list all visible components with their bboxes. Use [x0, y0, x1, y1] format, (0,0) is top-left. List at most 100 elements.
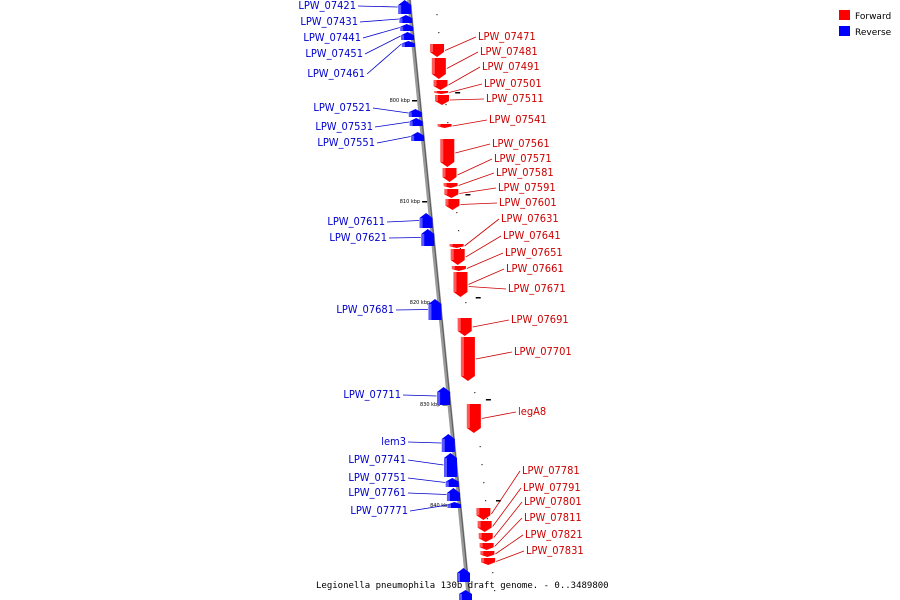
gene-leader-line [402, 394, 437, 397]
reverse-gene-arrow[interactable] [399, 15, 413, 23]
reverse-gene-label[interactable]: LPW_07711 [343, 388, 401, 401]
forward-gene-arrow[interactable] [442, 168, 457, 182]
reverse-gene-label[interactable]: LPW_07531 [315, 120, 373, 133]
forward-gene-arrow[interactable] [431, 58, 446, 79]
forward-gene-label[interactable]: LPW_07491 [482, 60, 540, 73]
reverse-gene-label[interactable]: LPW_07461 [307, 67, 365, 80]
forward-gene-arrow[interactable] [434, 91, 449, 94]
kbp-dash [412, 100, 417, 102]
reverse-gene-label[interactable]: LPW_07431 [300, 15, 358, 28]
reverse-gene-arrow[interactable] [445, 478, 459, 487]
forward-gene-label[interactable]: LPW_07481 [480, 45, 538, 58]
legend-label-reverse: Reverse [855, 28, 892, 38]
reverse-gene-label[interactable]: LPW_07611 [327, 215, 385, 228]
reverse-gene-arrow[interactable] [398, 0, 412, 14]
tick-dot [456, 212, 458, 214]
reverse-gene-arrow[interactable] [400, 24, 414, 31]
tick-dot [486, 518, 488, 520]
reverse-gene-label[interactable]: lem3 [381, 435, 406, 448]
forward-gene-arrow[interactable] [449, 244, 464, 248]
reverse-gene-label[interactable]: LPW_07451 [305, 47, 363, 60]
reverse-gene-arrow[interactable] [448, 502, 461, 508]
forward-gene-label[interactable]: legA8 [518, 405, 546, 418]
tick-dot [445, 104, 447, 106]
gene-leader-line [446, 51, 479, 69]
reverse-gene-arrow[interactable] [437, 387, 451, 405]
gene-leader-line [395, 309, 428, 311]
forward-gene-label[interactable]: LPW_07791 [523, 481, 581, 494]
reverse-gene-label[interactable]: LPW_07751 [348, 471, 406, 484]
reverse-gene-arrow[interactable] [428, 299, 442, 320]
forward-gene-label[interactable]: LPW_07541 [489, 113, 547, 126]
forward-gene-arrow[interactable] [480, 551, 495, 557]
reverse-gene-arrow[interactable] [444, 453, 457, 477]
gene-leader-line [481, 411, 517, 419]
reverse-gene-label[interactable]: LPW_07441 [303, 31, 361, 44]
reverse-gene-arrow[interactable] [446, 488, 460, 501]
forward-gene-arrow[interactable] [477, 521, 492, 532]
forward-gene-arrow[interactable] [445, 199, 460, 210]
forward-gene-arrow[interactable] [460, 337, 475, 381]
forward-gene-arrow[interactable] [444, 189, 459, 198]
forward-gene-arrow[interactable] [476, 508, 491, 520]
forward-gene-arrow[interactable] [437, 124, 452, 128]
reverse-gene-arrow[interactable] [401, 41, 415, 47]
forward-gene-label[interactable]: LPW_07701 [514, 345, 572, 358]
forward-gene-label[interactable]: LPW_07591 [498, 181, 556, 194]
forward-gene-label[interactable]: LPW_07801 [524, 495, 582, 508]
forward-gene-label[interactable]: LPW_07471 [478, 30, 536, 43]
forward-gene-label[interactable]: LPW_07631 [501, 212, 559, 225]
forward-gene-label[interactable]: LPW_07581 [496, 166, 554, 179]
forward-gene-label[interactable]: LPW_07641 [503, 229, 561, 242]
forward-gene-arrow[interactable] [435, 95, 449, 105]
reverse-gene-label[interactable]: LPW_07681 [336, 303, 394, 316]
forward-gene-arrow[interactable] [430, 44, 445, 57]
reverse-gene-label[interactable]: LPW_07771 [350, 504, 408, 517]
reverse-gene-label[interactable]: LPW_07551 [317, 136, 375, 149]
reverse-gene-arrow[interactable] [419, 213, 433, 228]
forward-gene-arrow[interactable] [479, 543, 494, 550]
reverse-gene-label[interactable]: LPW_07521 [313, 101, 371, 114]
gene-leader-line [372, 107, 409, 114]
forward-gene-arrow[interactable] [466, 404, 481, 433]
reverse-gene-arrow[interactable] [401, 32, 415, 40]
forward-gene-arrow[interactable] [453, 272, 468, 297]
reverse-gene-arrow[interactable] [421, 229, 435, 246]
forward-gene-arrow[interactable] [433, 80, 448, 90]
forward-gene-label[interactable]: LPW_07651 [505, 246, 563, 259]
reverse-gene-arrow[interactable] [441, 434, 455, 452]
reverse-gene-arrow[interactable] [409, 118, 423, 126]
tick-dot [458, 230, 460, 232]
forward-gene-label[interactable]: LPW_07811 [524, 511, 582, 524]
forward-gene-label[interactable]: LPW_07781 [522, 464, 580, 477]
tick-dot [436, 14, 438, 16]
forward-gene-label[interactable]: LPW_07501 [484, 77, 542, 90]
reverse-gene-arrow[interactable] [411, 132, 425, 141]
forward-gene-arrow[interactable] [478, 533, 493, 542]
reverse-gene-label[interactable]: LPW_07761 [348, 486, 406, 499]
gene-leader-line [388, 237, 421, 239]
reverse-gene-label[interactable]: LPW_07621 [329, 231, 387, 244]
forward-gene-label[interactable]: LPW_07561 [492, 137, 550, 150]
reverse-gene-label[interactable]: LPW_07741 [348, 453, 406, 466]
forward-gene-label[interactable]: LPW_07831 [526, 544, 584, 557]
reverse-gene-arrow[interactable] [457, 568, 470, 582]
reverse-gene-label[interactable]: LPW_07421 [298, 0, 356, 12]
forward-gene-arrow[interactable] [451, 266, 466, 271]
forward-gene-label[interactable]: LPW_07691 [511, 313, 569, 326]
gene-leader-line [455, 143, 491, 154]
forward-gene-arrow[interactable] [450, 249, 465, 265]
forward-gene-arrow[interactable] [440, 139, 455, 167]
forward-gene-label[interactable]: LPW_07671 [508, 282, 566, 295]
reverse-gene-arrow[interactable] [459, 590, 472, 600]
forward-gene-label[interactable]: LPW_07571 [494, 152, 552, 165]
forward-gene-label[interactable]: LPW_07511 [486, 92, 544, 105]
forward-gene-label[interactable]: LPW_07821 [525, 528, 583, 541]
forward-gene-arrow[interactable] [481, 558, 496, 565]
kbp-label: 830 kbp [420, 402, 440, 408]
forward-gene-arrow[interactable] [457, 318, 472, 336]
forward-gene-label[interactable]: LPW_07601 [499, 196, 557, 209]
reverse-gene-arrow[interactable] [408, 109, 422, 117]
forward-gene-label[interactable]: LPW_07661 [506, 262, 564, 275]
forward-gene-arrow[interactable] [443, 183, 458, 188]
